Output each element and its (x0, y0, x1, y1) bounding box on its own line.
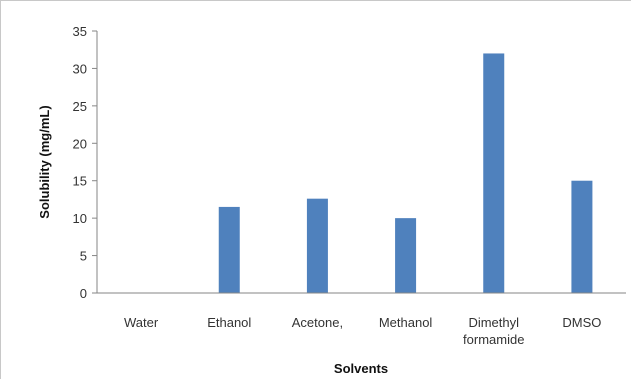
y-tick-label: 0 (80, 286, 87, 301)
y-tick-label: 5 (80, 249, 87, 264)
y-tick-label: 35 (73, 24, 87, 39)
bar (395, 218, 417, 293)
y-axis-title: Solubility (mg/mL) (37, 105, 52, 218)
y-tick-label: 20 (73, 136, 87, 151)
bar (571, 180, 593, 293)
x-tick-label: Ethanol (207, 315, 251, 330)
x-axis-title: Solvents (334, 361, 388, 376)
bar (306, 198, 328, 293)
x-tick-label: Methanol (379, 315, 433, 330)
bars (218, 53, 593, 294)
x-axis-ticks: Water Ethanol Acetone, Methanol Dimethyl form… (124, 315, 601, 347)
y-tick-label: 15 (73, 174, 87, 189)
y-tick-label: 10 (73, 211, 87, 226)
x-tick-label: Water (124, 315, 159, 330)
y-tick-label: 30 (73, 61, 87, 76)
axes (96, 31, 626, 294)
bar (483, 53, 505, 294)
y-axis-ticks: 0 5 10 15 20 25 30 35 (73, 24, 97, 301)
x-tick-label: DMSO (562, 315, 601, 330)
bar (218, 206, 240, 293)
x-tick-label: Acetone, (292, 315, 343, 330)
x-tick-label: Dimethyl formamide (463, 315, 524, 347)
y-tick-label: 25 (73, 99, 87, 114)
